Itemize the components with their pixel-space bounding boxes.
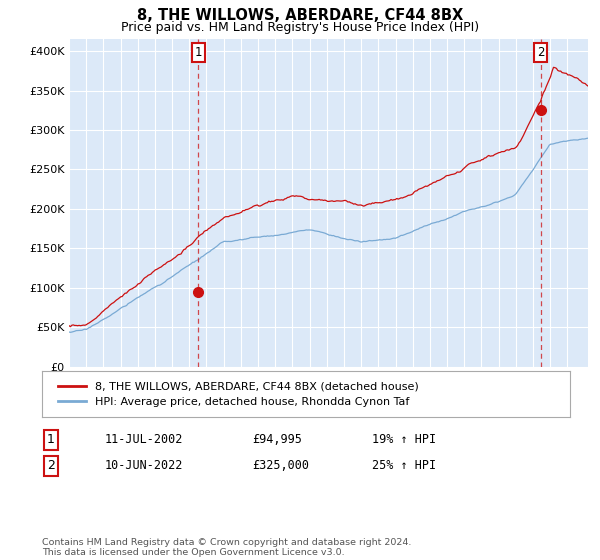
Text: Contains HM Land Registry data © Crown copyright and database right 2024.
This d: Contains HM Land Registry data © Crown c… bbox=[42, 538, 412, 557]
Text: 11-JUL-2002: 11-JUL-2002 bbox=[105, 433, 184, 446]
Text: 1: 1 bbox=[194, 46, 202, 59]
Text: 1: 1 bbox=[47, 433, 55, 446]
Text: 2: 2 bbox=[47, 459, 55, 473]
Text: 10-JUN-2022: 10-JUN-2022 bbox=[105, 459, 184, 473]
Text: Price paid vs. HM Land Registry's House Price Index (HPI): Price paid vs. HM Land Registry's House … bbox=[121, 21, 479, 34]
Text: £325,000: £325,000 bbox=[252, 459, 309, 473]
Text: 8, THE WILLOWS, ABERDARE, CF44 8BX: 8, THE WILLOWS, ABERDARE, CF44 8BX bbox=[137, 8, 463, 24]
Text: £94,995: £94,995 bbox=[252, 433, 302, 446]
Legend: 8, THE WILLOWS, ABERDARE, CF44 8BX (detached house), HPI: Average price, detache: 8, THE WILLOWS, ABERDARE, CF44 8BX (deta… bbox=[53, 376, 424, 413]
Text: 2: 2 bbox=[537, 46, 544, 59]
Text: 25% ↑ HPI: 25% ↑ HPI bbox=[372, 459, 436, 473]
Text: 19% ↑ HPI: 19% ↑ HPI bbox=[372, 433, 436, 446]
